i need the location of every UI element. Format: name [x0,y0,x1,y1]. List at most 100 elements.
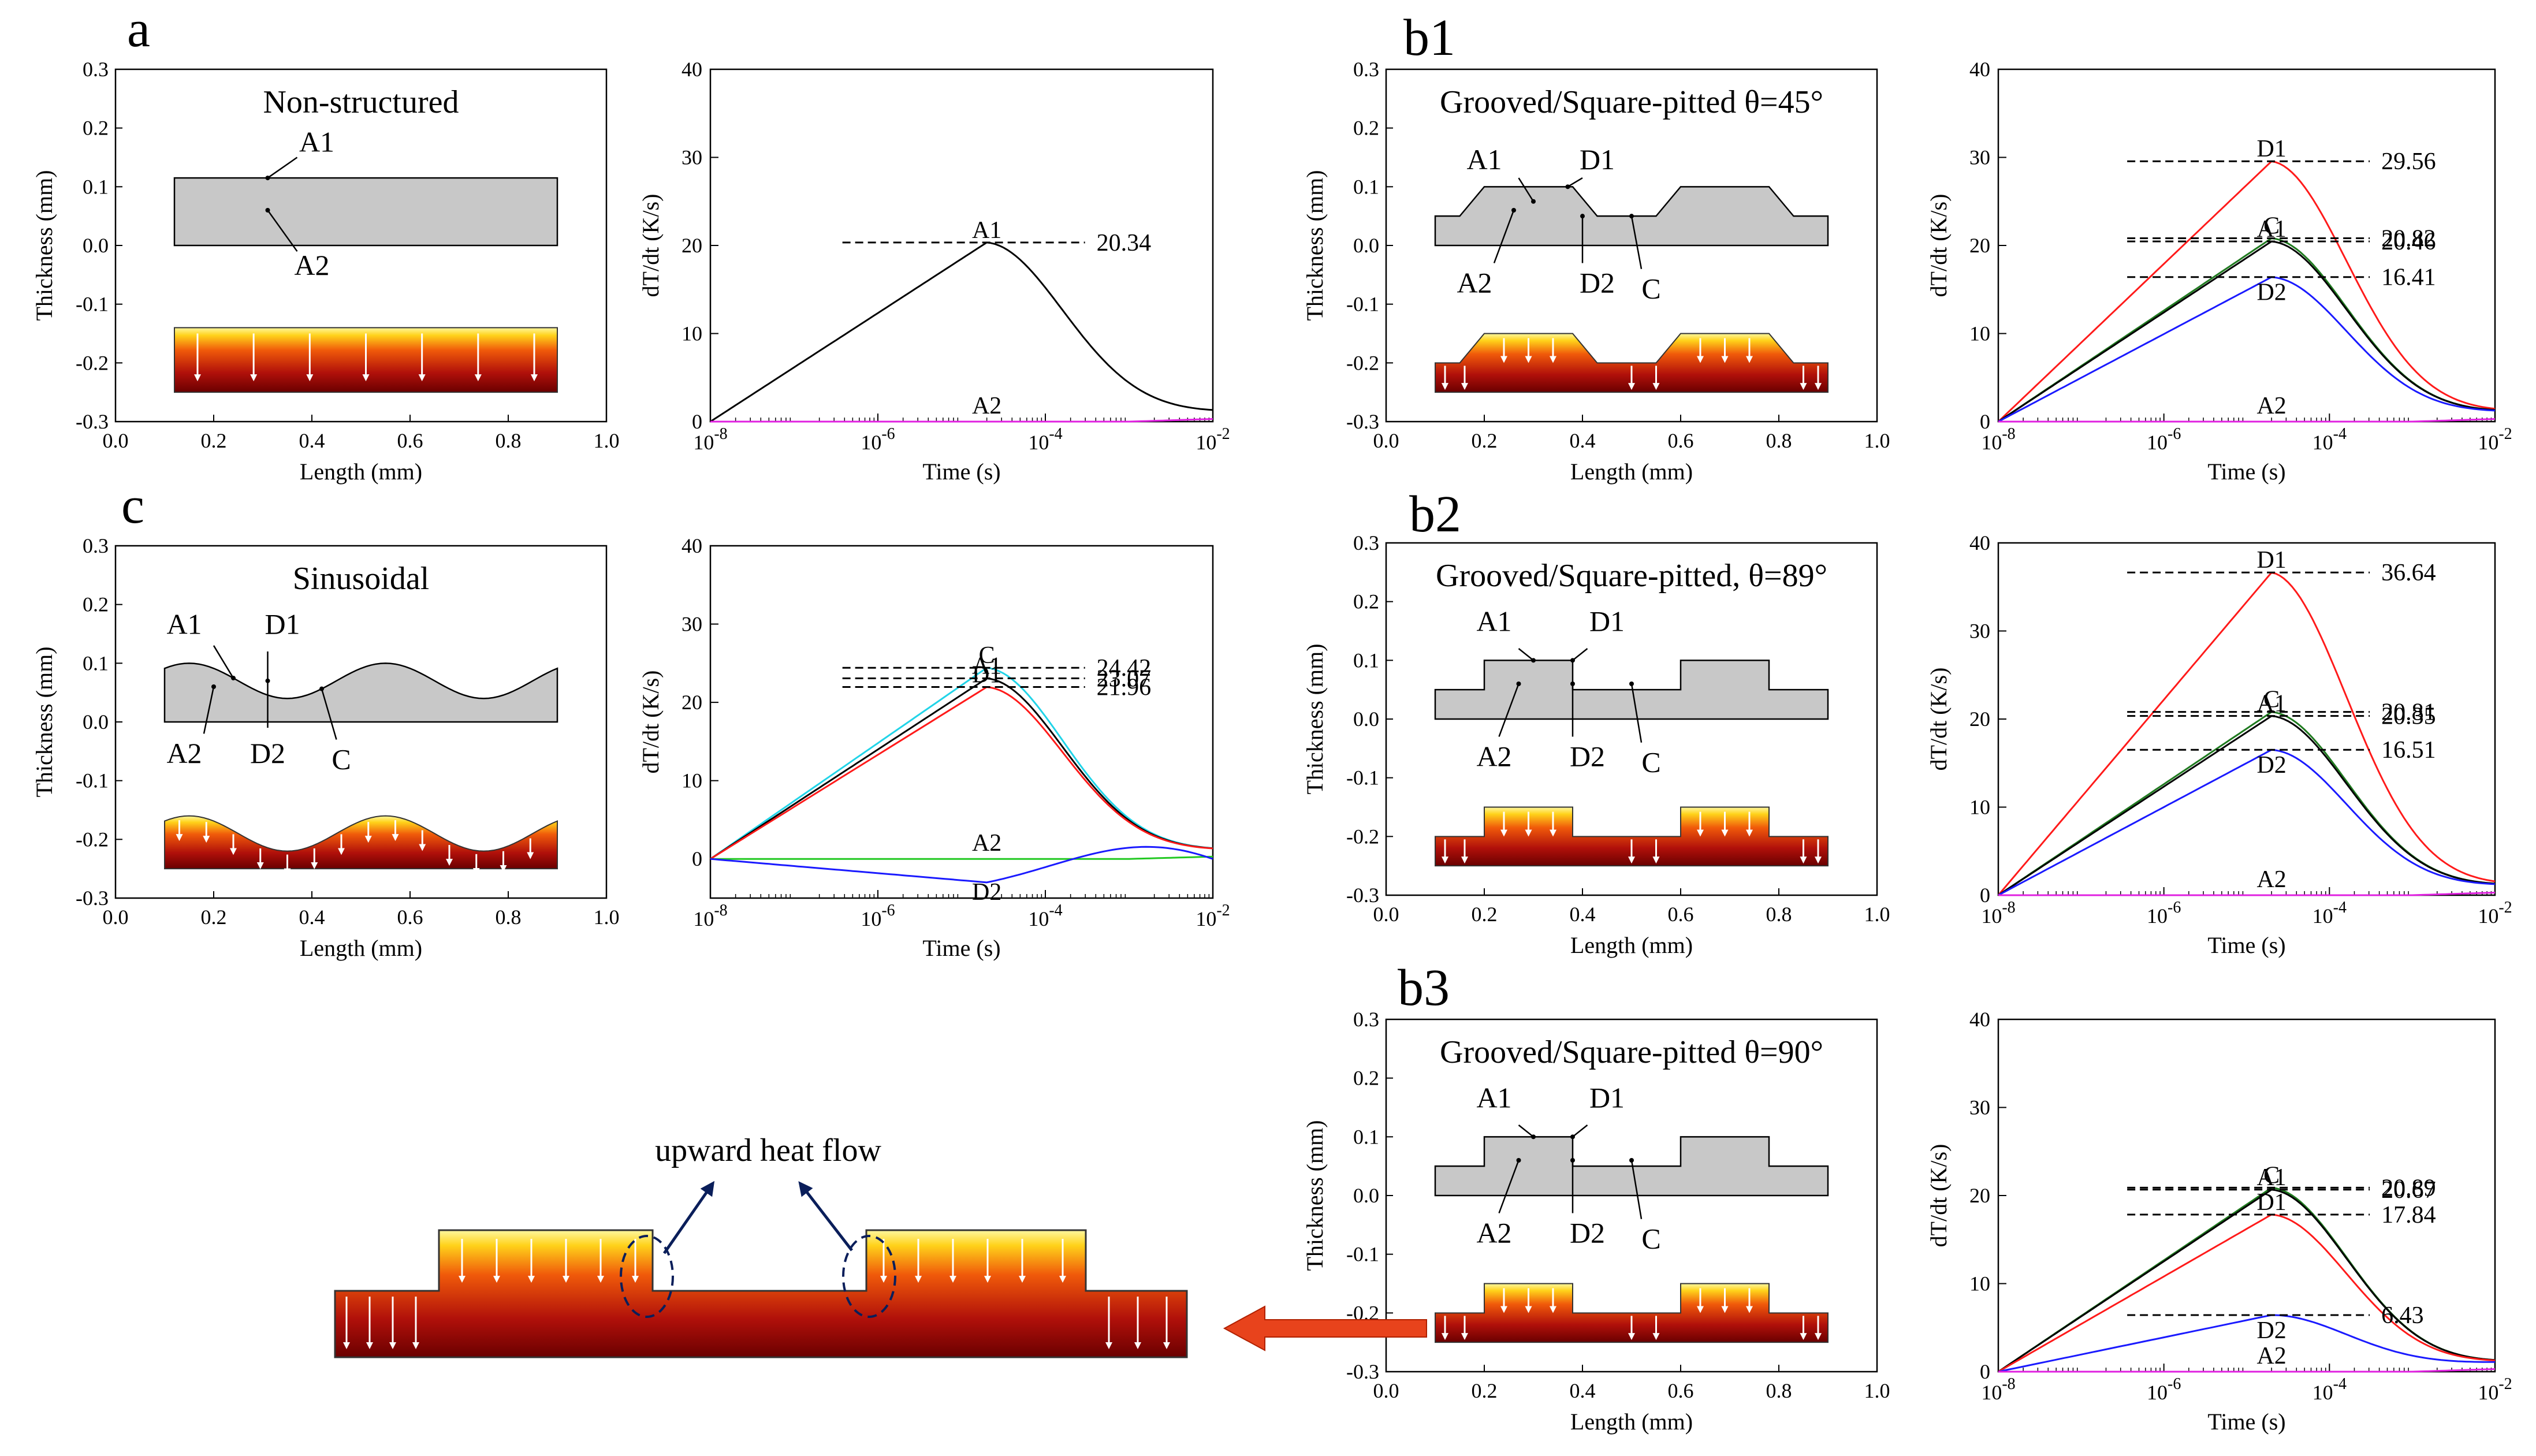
x-tick-label: 1.0 [1864,903,1890,926]
y-tick-label: 40 [682,534,702,557]
tick-base: 10 [2147,431,2168,454]
tick-exponent: -2 [2498,899,2512,917]
point-label-c: C [1641,1223,1660,1255]
leader-line [213,645,234,679]
y-axis-label: Thickness (mm) [1302,170,1328,321]
y-tick-label: 0.2 [83,117,109,140]
tick-base: 10 [1028,431,1049,454]
inset-caption: upward heat flow [655,1133,881,1168]
leader-line [321,688,337,740]
x-tick-label: 10-2 [2478,1375,2512,1404]
series-line-d2 [1998,749,2496,896]
probe-point [1570,1134,1575,1140]
source-arrow [1223,1305,1427,1351]
x-axis-label: Time (s) [2207,459,2285,485]
leader-line [267,210,298,252]
panel-title: Grooved/Square-pitted θ=45° [1440,84,1823,120]
panel-title: Non-structured [263,84,459,120]
peak-value-a1: 20.35 [2381,703,2436,730]
x-tick-label: 0.4 [299,429,325,452]
series-label-d2: D2 [2256,752,2286,779]
x-tick-label: 0.2 [201,429,227,452]
tick-base: 10 [1196,431,1216,454]
geometry-panel-b2: 0.0 0.2 0.4 0.6 0.8 1.0 0.3 0.2 0.1 0.0 -0.1 -0.2 -0… [1302,531,1890,958]
grooved-slab [1434,1136,1829,1197]
y-tick-label: -0.1 [1346,293,1379,316]
series-line-d2 [1998,1314,2496,1373]
y-tick-label: 0.1 [1353,649,1379,672]
x-axis-label: Time (s) [2207,1409,2285,1435]
x-axis-label: Length (mm) [1570,459,1693,485]
y-tick-label: 0.3 [1353,1008,1379,1031]
series-line-a1 [1998,240,2496,423]
leader-line [1498,683,1520,737]
y-tick-label: 30 [682,613,702,636]
panel-label-b2: b2 [1409,486,1461,543]
y-tick-label: 10 [1969,1272,1990,1295]
y-tick-label: 30 [1969,1096,1990,1119]
series-line-a1 [1998,1189,2496,1373]
temperature-field [1435,1283,1829,1343]
tick-base: 10 [693,431,714,454]
y-tick-label: 30 [1969,620,1990,643]
leader-line [1498,1160,1520,1213]
x-tick-label: 0.8 [496,429,522,452]
point-label-d2: D2 [1580,266,1615,299]
y-tick-label: -0.2 [76,828,109,851]
tick-exponent: -6 [2168,899,2181,917]
probe-point [1570,682,1575,686]
tick-exponent: -2 [1216,902,1230,919]
inset-temperature-field [334,1229,1188,1358]
x-tick-label: 10-6 [861,902,895,930]
peak-value-c: 20.81 [2381,699,2436,726]
probe-point [1511,208,1516,213]
leader-line [203,686,215,734]
series-line-d1 [1998,1213,2496,1373]
tick-exponent: -6 [2168,425,2181,443]
panel-title: Sinusoidal [293,561,429,597]
x-tick-label: 10-2 [1196,425,1230,454]
series-label-a2: A2 [972,830,1001,857]
y-axis-label: Thickness (mm) [1302,1120,1328,1271]
tick-base: 10 [2478,431,2498,454]
x-tick-label: 0.2 [201,906,227,929]
x-tick-label: 0.4 [1570,429,1596,452]
x-axis-label: Length (mm) [300,935,422,961]
tick-exponent: -6 [881,425,895,443]
probe-point [1580,214,1585,219]
peak-value-d1: 21.96 [1097,675,1152,701]
peak-value-a1: 20.46 [2381,229,2436,255]
y-tick-label: -0.3 [1346,410,1379,433]
y-tick-label: 20 [682,691,702,714]
y-tick-label: -0.1 [76,293,109,316]
tick-exponent: -4 [1049,902,1062,919]
y-tick-label: -0.2 [1346,351,1379,374]
x-tick-label: 0.0 [1373,1379,1399,1402]
inset-group: upward heat flow [334,1133,1427,1358]
x-tick-label: 10-4 [1028,902,1062,930]
leader-line [1630,1160,1643,1219]
tick-base: 10 [2147,904,2168,928]
x-axis-label: Length (mm) [300,459,422,485]
series-label-a2: A2 [972,393,1001,419]
y-tick-label: 40 [1969,531,1990,554]
y-tick-label: 10 [1969,796,1990,819]
y-tick-label: 0.2 [1353,117,1379,140]
x-tick-label: 10-4 [2312,899,2347,928]
y-axis-label: dT/dt (K/s) [1926,194,1952,297]
tick-exponent: -8 [2002,1375,2015,1393]
y-tick-label: 0.3 [1353,531,1379,554]
y-tick-label: 0.2 [1353,590,1379,613]
series-label-c: C [2263,1162,2280,1189]
tick-exponent: -4 [2333,425,2347,443]
x-tick-label: 0.2 [1472,903,1498,926]
geometry-panel-b3: 0.0 0.2 0.4 0.6 0.8 1.00.30.20.10.0-0.1-0.2-0… [1302,1008,1890,1435]
temperature-field [164,815,558,870]
y-axis-label: dT/dt (K/s) [1926,1144,1952,1248]
x-tick-label: 10-2 [2478,425,2512,454]
